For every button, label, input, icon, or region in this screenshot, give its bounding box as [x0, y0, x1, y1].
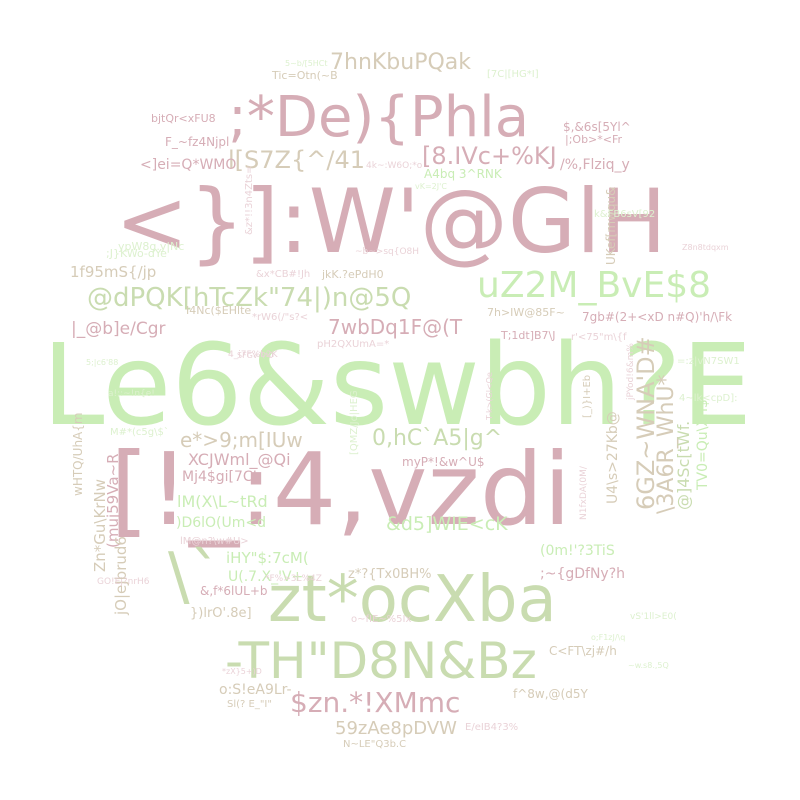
- cloud-word: ~b~>sq{O8H: [355, 247, 420, 257]
- cloud-word: [7C|[HG*I]: [487, 69, 539, 80]
- cloud-word: bjtQr<xFU8: [151, 112, 216, 125]
- cloud-word: ypW8g.y|Nc: [118, 240, 185, 253]
- cloud-word: 5~b/[5HCt: [285, 59, 328, 68]
- cloud-word: lM(X\L~tRd: [177, 492, 268, 511]
- cloud-word: vK=2J'C: [415, 182, 447, 191]
- cloud-word: XCJWml_@Qi: [188, 450, 291, 469]
- cloud-word: o:S!eA9Lr-: [219, 682, 292, 698]
- cloud-word: ~w.s8.,5Q: [628, 661, 669, 670]
- cloud-word: Le6&swbh?E: [42, 321, 753, 451]
- cloud-word: 0,hC`A5|g^: [372, 426, 503, 451]
- cloud-word: T-k>(Gl<Qe: [485, 372, 494, 420]
- cloud-word: zt*ocXba: [268, 563, 557, 637]
- cloud-word: |_@b]e/Cgr: [71, 319, 166, 339]
- cloud-word: &,f*6lUL+b: [200, 584, 268, 598]
- cloud-word: 7hnKbuPQak: [330, 50, 472, 75]
- cloud-word: *F%>3L%4Z: [265, 574, 322, 584]
- cloud-word: vS'1ll>E0(: [630, 612, 677, 622]
- cloud-word: ;~{gDfNy?h: [540, 566, 626, 582]
- cloud-word: E/eIB4?3%: [465, 722, 519, 733]
- cloud-word: 7h>IW@85F~: [487, 306, 565, 319]
- cloud-word: -TH"D8N&Bz: [225, 632, 537, 690]
- cloud-word: Mj4$gi[7CL: [182, 469, 261, 485]
- cloud-word: Z8n8tdqxm: [682, 243, 729, 252]
- cloud-word: [QMZ/Jo|HEG: [349, 390, 360, 455]
- cloud-word: Zn*Gu\KrNw: [91, 479, 109, 572]
- cloud-word: *zX}5+)D: [222, 667, 262, 676]
- cloud-word: l[S7Z{^/41: [228, 146, 365, 174]
- cloud-word: 7gb#(2+<xD n#Q)'h/\Fk: [582, 310, 733, 324]
- cloud-word: myP*!&w^U$: [402, 455, 485, 469]
- cloud-word: T;1dt]B7\J: [501, 329, 556, 342]
- cloud-word: ;J}KWo-dYe: [106, 247, 167, 260]
- cloud-word: <]ei=Q*WMO: [140, 157, 237, 173]
- cloud-word: k&FB6sV[92: [594, 209, 656, 220]
- cloud-word: iHY"$:7cM(: [226, 549, 309, 567]
- cloud-word: <}]:W'@GlH: [115, 170, 667, 273]
- cloud-word: 4~lk<cpD]:: [679, 393, 738, 404]
- cloud-word: 5;|c6'88: [86, 358, 119, 367]
- cloud-word: (0m!'?3TiS: [540, 543, 615, 559]
- cloud-word: 4_i7F%b2K: [228, 350, 278, 360]
- cloud-word: Sl(? E_"I": [227, 699, 272, 710]
- cloud-word: pH2QXUmA=*: [317, 339, 390, 350]
- cloud-word: $,&6s[5Yl^: [563, 120, 631, 134]
- cloud-word: jPYod!6&m%: [626, 343, 636, 400]
- cloud-word: $zn.*!XMmc: [290, 686, 461, 719]
- cloud-word: &d5]WIE<cK: [386, 513, 508, 535]
- cloud-word: f^8w,@(d5Y: [513, 687, 588, 701]
- cloud-word: \`: [168, 540, 222, 614]
- cloud-word: *rW6(/"s?<: [252, 312, 309, 323]
- cloud-word: ;*De){Phla: [228, 85, 530, 150]
- cloud-word: 1f95mS{/jp: [70, 263, 157, 281]
- cloud-word: 59zAe8pDVW: [335, 718, 457, 739]
- cloud-word: })lrO'.8e]: [190, 606, 252, 621]
- cloud-word: jkK.?ePdH0: [322, 268, 384, 281]
- cloud-word: U(.7.X_'V+: [228, 569, 304, 585]
- cloud-word: [_)}I+Eb: [582, 374, 593, 418]
- cloud-word: &x*CB#!Jh: [256, 269, 311, 280]
- cloud-word: @]4Sc[tWf.: [674, 420, 693, 510]
- cloud-word: A4bq 3^RNK: [424, 167, 502, 181]
- cloud-word: 4k~:W6O;*o: [366, 161, 423, 171]
- cloud-word: U4\s>27Kb@: [605, 411, 621, 504]
- cloud-word: =:z|vN7SW1: [677, 356, 740, 367]
- cloud-word: C<FT\zj#/h: [549, 644, 617, 658]
- cloud-word: o;F1zJ/\q: [591, 633, 626, 642]
- cloud-word: z*?{Tx0BH%: [348, 567, 432, 582]
- cloud-word: UKef[mwqu&: [604, 186, 618, 265]
- cloud-word: TV0=Qu\Xn$: [695, 399, 711, 490]
- cloud-word: SFGv`\*0: [237, 351, 274, 360]
- cloud-word: lM@n?\w#U>: [180, 536, 249, 547]
- cloud-word: [!_:4,vzdi: [110, 431, 572, 548]
- cloud-word: N~LE"Q3b.C: [343, 739, 407, 750]
- cloud-word: uZ2M_BvE$8: [477, 265, 711, 306]
- cloud-word: N1fxDA(0M/: [579, 466, 589, 520]
- cloud-word: GO!Ej?nrH6: [97, 577, 150, 587]
- cloud-word: r'<75"m\{f: [571, 332, 627, 343]
- cloud-word: 7wbDq1F@(T: [328, 315, 463, 339]
- cloud-word: &z*!!3n4Zts=: [244, 165, 255, 236]
- cloud-word: [8.IVc+%KJ: [422, 142, 557, 170]
- cloud-word: F_~fz4Njpl: [165, 135, 230, 149]
- cloud-word: wHTQ/UhA{m: [71, 412, 85, 496]
- cloud-word: a!;:~!n{e!: [108, 389, 155, 399]
- cloud-word: /%,Flziq_y: [560, 157, 630, 173]
- cloud-word: )D6lO(Um<d: [176, 515, 267, 531]
- cloud-word: M#*(c5g\$`: [110, 427, 169, 438]
- cloud-word: e*>9;m[IUw: [180, 428, 303, 452]
- cloud-word: @dPQK[hTcZk"74|)n@5Q: [87, 283, 412, 313]
- cloud-word: Tic=Otn(~B: [272, 69, 338, 82]
- cloud-word: |;Ob>*<Fr: [565, 133, 623, 146]
- cloud-word: o~fIE~%5Ix: [351, 614, 412, 625]
- cloud-word: jO|eJbrud6: [112, 536, 130, 615]
- cloud-word: I4Nc($EHlte: [186, 304, 252, 317]
